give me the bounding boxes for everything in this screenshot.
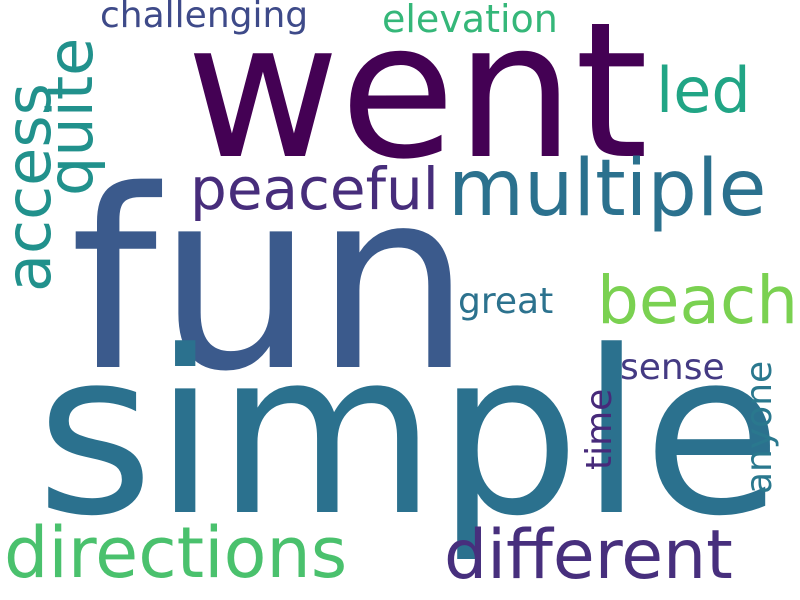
word-different: different [444, 516, 733, 595]
word-anyone: anyone [739, 360, 780, 494]
word-went: went [186, 0, 649, 201]
word-quite: quite [34, 37, 107, 196]
word-peaceful: peaceful [190, 155, 439, 223]
word-fun: fun [70, 138, 472, 426]
word-led: led [656, 54, 751, 127]
word-time: time [579, 388, 620, 470]
word-simple: simple [36, 303, 782, 566]
word-beach: beach [597, 262, 799, 339]
word-elevation: elevation [382, 0, 558, 41]
word-multiple: multiple [448, 144, 767, 234]
word-sense: sense [620, 347, 725, 388]
word-directions: directions [4, 512, 348, 594]
word-great: great [458, 281, 554, 322]
word-challenging: challenging [100, 0, 309, 36]
